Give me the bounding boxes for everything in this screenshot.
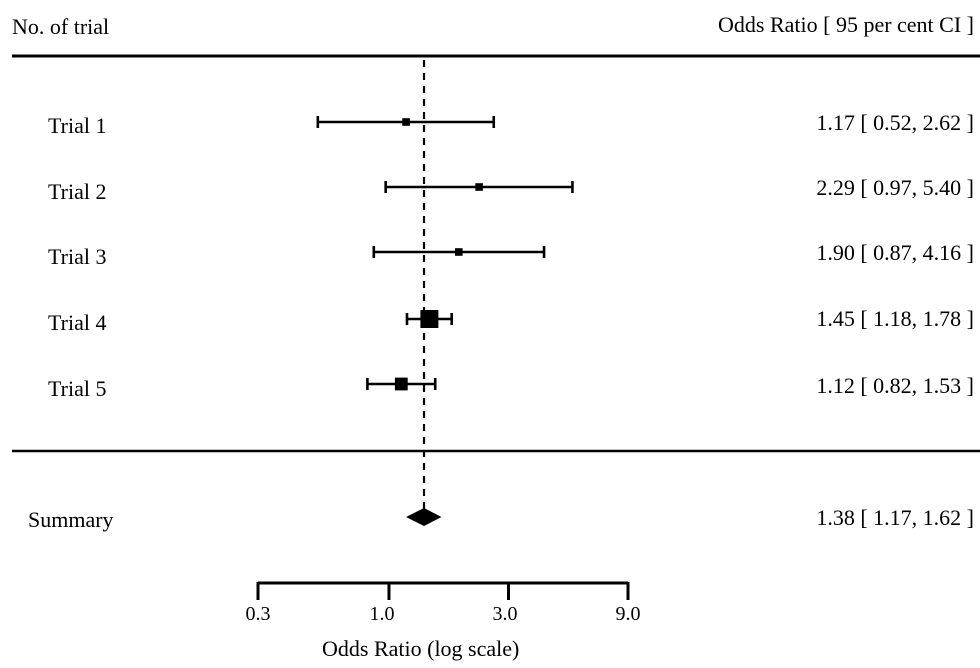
summary-odds-ratio-text: 1.38 [ 1.17, 1.62 ] bbox=[816, 505, 974, 530]
x-tick-label: 1.0 bbox=[369, 603, 395, 625]
trial-odds-ratio-text: 1.45 [ 1.18, 1.78 ] bbox=[816, 306, 974, 331]
x-tick-label: 0.3 bbox=[245, 603, 271, 625]
point-estimate-square bbox=[394, 377, 408, 391]
trial-label: Trial 3 bbox=[48, 244, 107, 269]
trial-odds-ratio-text: 2.29 [ 0.97, 5.40 ] bbox=[816, 175, 974, 200]
header-odds-ratio-column: Odds Ratio [ 95 per cent CI ] bbox=[718, 12, 974, 37]
trial-odds-ratio-text: 1.12 [ 0.82, 1.53 ] bbox=[816, 373, 974, 398]
trial-odds-ratio-text: 1.90 [ 0.87, 4.16 ] bbox=[816, 240, 974, 265]
x-tick-label: 3.0 bbox=[492, 603, 518, 625]
summary-diamond bbox=[406, 508, 442, 526]
trial-label: Trial 2 bbox=[48, 179, 107, 204]
trial-label: Trial 5 bbox=[48, 376, 107, 401]
point-estimate-square bbox=[475, 183, 483, 191]
trial-label: Trial 4 bbox=[48, 310, 107, 335]
point-estimate-square bbox=[420, 310, 439, 328]
x-axis-label: Odds Ratio (log scale) bbox=[322, 636, 520, 661]
x-tick-label: 9.0 bbox=[615, 603, 641, 625]
header-trial-column: No. of trial bbox=[12, 14, 110, 39]
trial-label: Trial 1 bbox=[48, 113, 107, 138]
point-estimate-square bbox=[402, 118, 410, 126]
trial-odds-ratio-text: 1.17 [ 0.52, 2.62 ] bbox=[816, 110, 974, 135]
point-estimate-square bbox=[454, 248, 463, 256]
summary-label: Summary bbox=[28, 507, 114, 532]
